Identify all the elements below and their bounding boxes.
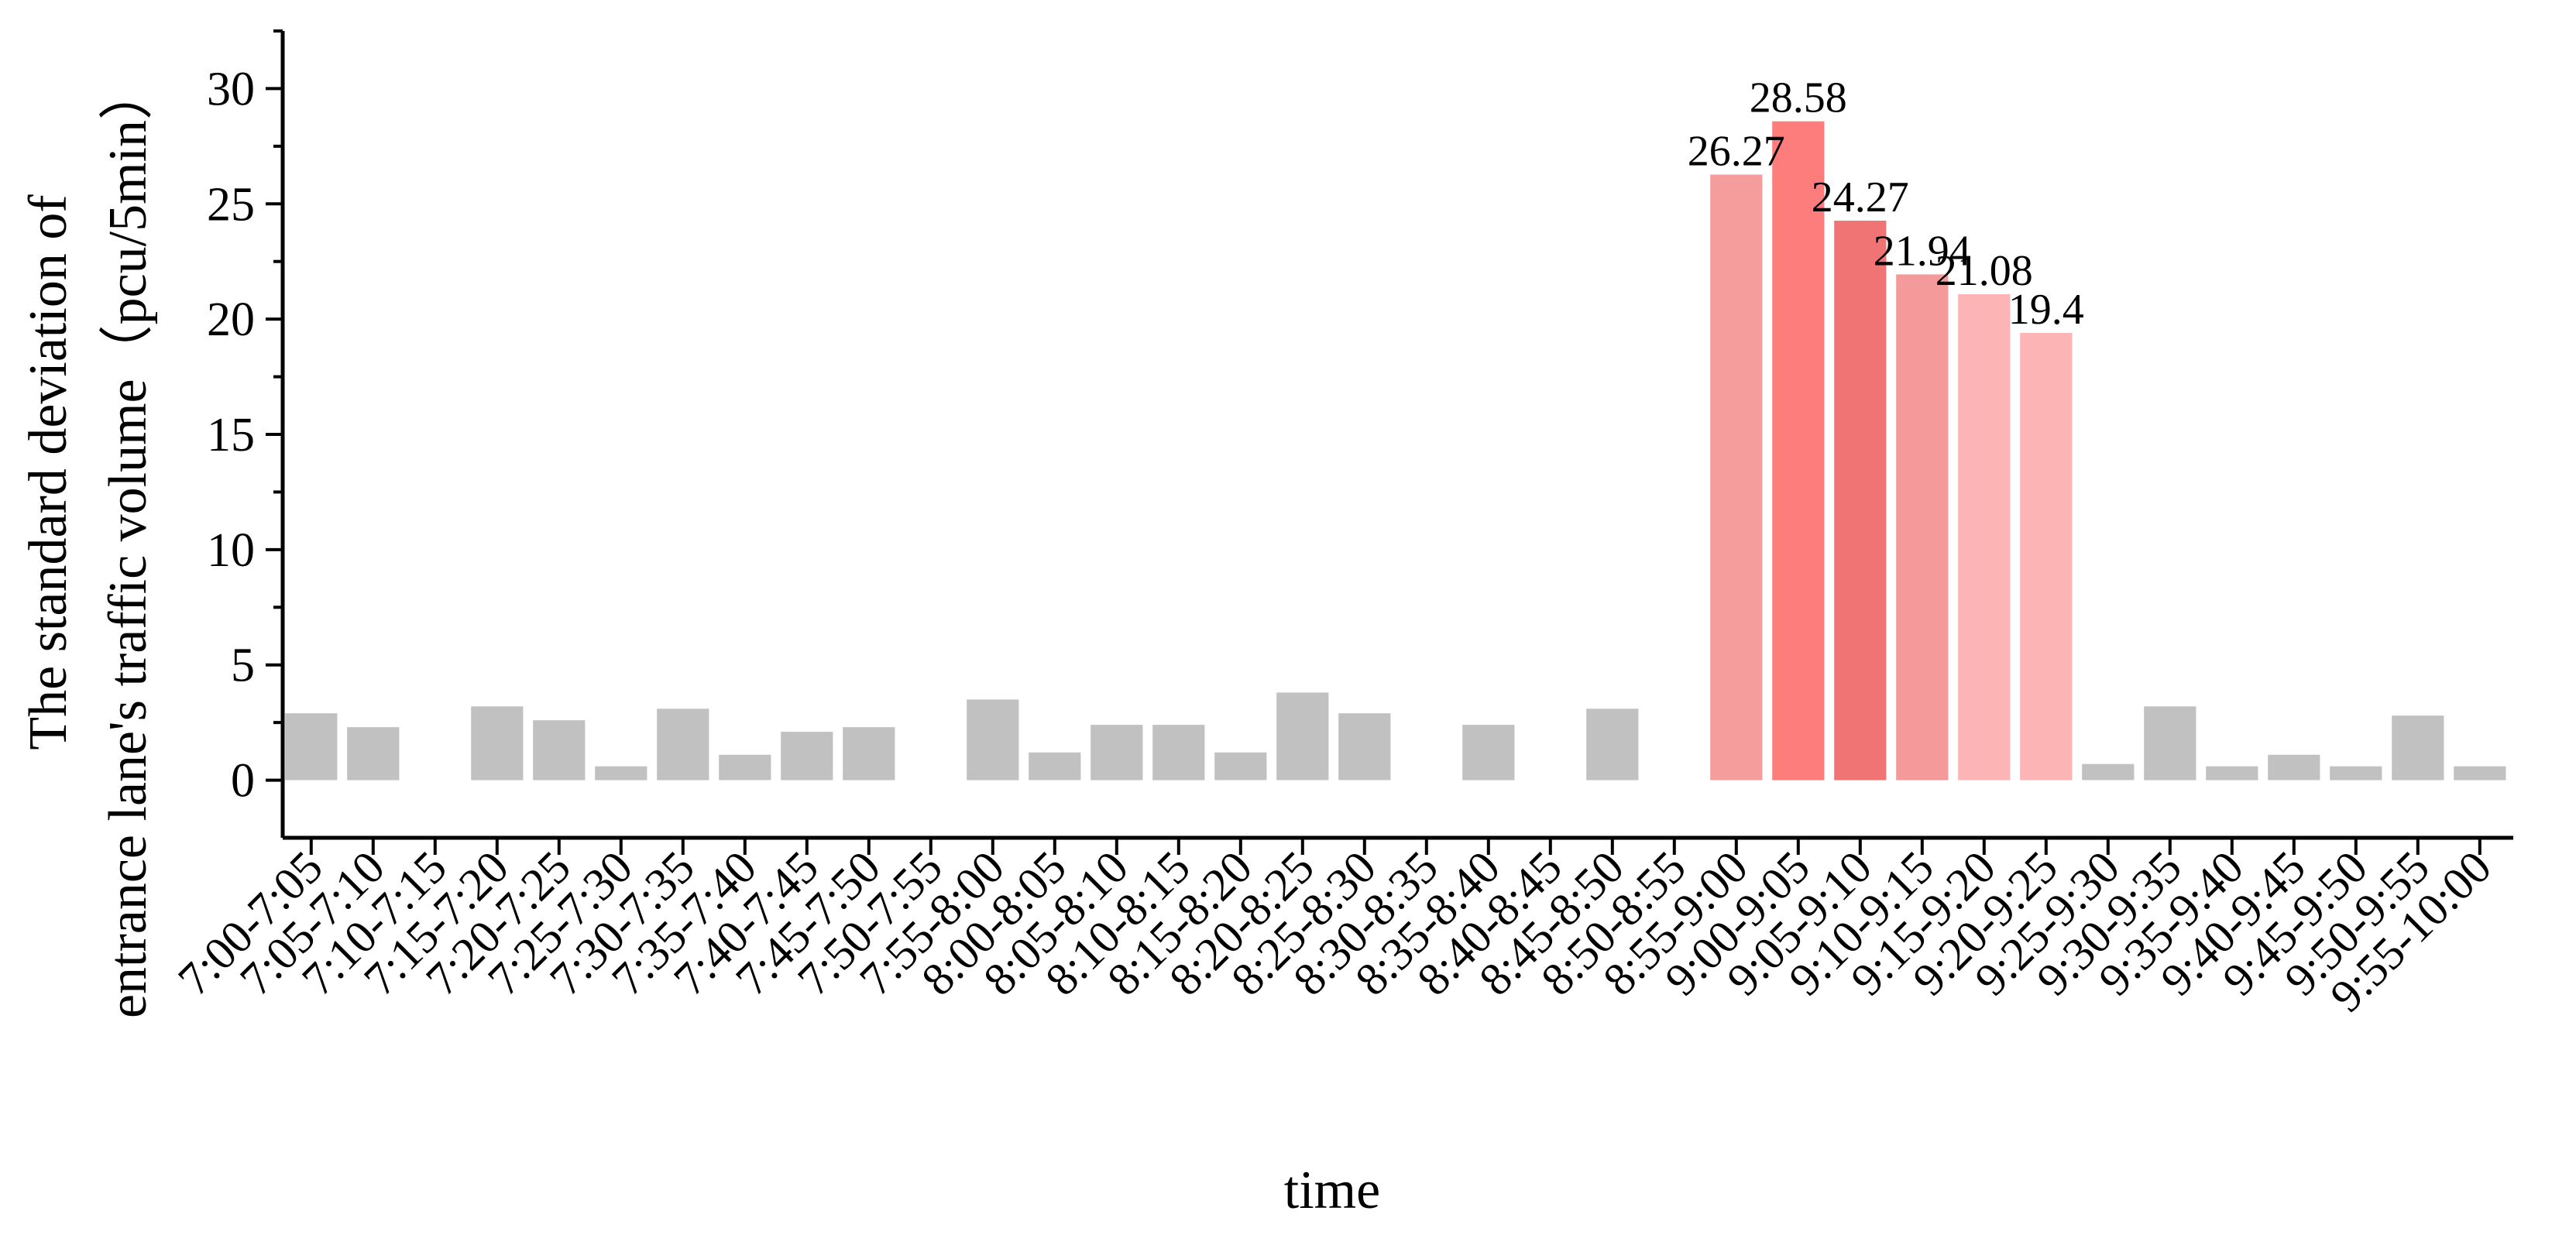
bar-8:35-8:40 (1462, 725, 1515, 780)
bar-9:55-10:00 (2454, 766, 2506, 780)
y-axis-title-line-1: The standard deviation of (19, 194, 78, 750)
bar-9:25-9:30 (2082, 763, 2135, 780)
bar-7:20-7:25 (533, 720, 586, 780)
bar-8:55-9:00 (1710, 174, 1763, 780)
bar-9:45-9:50 (2330, 766, 2382, 780)
bar-7:25-7:30 (595, 766, 647, 780)
y-tick-label: 15 (207, 409, 255, 461)
bar-8:00-8:05 (1029, 752, 1081, 780)
y-tick-label: 30 (207, 63, 255, 115)
bar-9:05-9:10 (1834, 221, 1887, 780)
bars (285, 121, 2506, 780)
data-label: 26.27 (1688, 128, 1785, 176)
data-label: 21.08 (1935, 247, 2033, 295)
bar-7:00-7:05 (285, 713, 338, 780)
bar-7:55-8:00 (967, 699, 1019, 780)
data-label: 19.4 (2008, 286, 2084, 334)
y-axis-title-line-2: entrance lane's traffic volume（pcu/5min） (98, 66, 158, 1018)
bar-7:40-7:45 (781, 732, 833, 780)
y-tick-label: 25 (207, 178, 255, 231)
y-axis-ticks: 0 5 10 15 20 25 30 (207, 29, 283, 808)
y-tick-label: 10 (207, 524, 255, 577)
bar-9:50-9:55 (2392, 715, 2444, 780)
bar-8:45-8:50 (1586, 708, 1639, 780)
bar-9:40-9:45 (2268, 754, 2320, 780)
bar-8:25-8:30 (1338, 713, 1391, 780)
bar-9:15-9:20 (1958, 294, 2011, 780)
bar-8:15-8:20 (1214, 752, 1267, 780)
y-tick-label: 0 (231, 755, 255, 808)
y-tick-label: 20 (207, 293, 255, 346)
bar-9:20-9:25 (2020, 333, 2073, 780)
bar-7:30-7:35 (657, 708, 709, 780)
x-axis-ticks: 7:00-7:057:05-7:107:10-7:157:15-7:207:20… (168, 838, 2501, 1021)
x-axis-title: time (1284, 1161, 1380, 1220)
y-tick-label: 5 (231, 640, 255, 692)
bar-7:45-7:50 (843, 727, 895, 780)
bar-7:35-7:40 (719, 754, 771, 780)
bar-8:05-8:10 (1091, 725, 1143, 780)
bar-8:10-8:15 (1152, 725, 1205, 780)
bar-9:00-9:05 (1772, 121, 1825, 780)
data-label: 24.27 (1812, 173, 1909, 221)
bar-8:20-8:25 (1276, 692, 1329, 780)
bar-9:30-9:35 (2144, 706, 2196, 780)
bar-9:10-9:15 (1896, 274, 1949, 780)
data-label: 21.94 (1874, 227, 1971, 275)
data-label: 28.58 (1750, 74, 1847, 122)
bar-7:05-7:10 (347, 727, 400, 780)
bar-7:15-7:20 (471, 706, 524, 780)
bar-9:35-9:40 (2206, 766, 2258, 780)
